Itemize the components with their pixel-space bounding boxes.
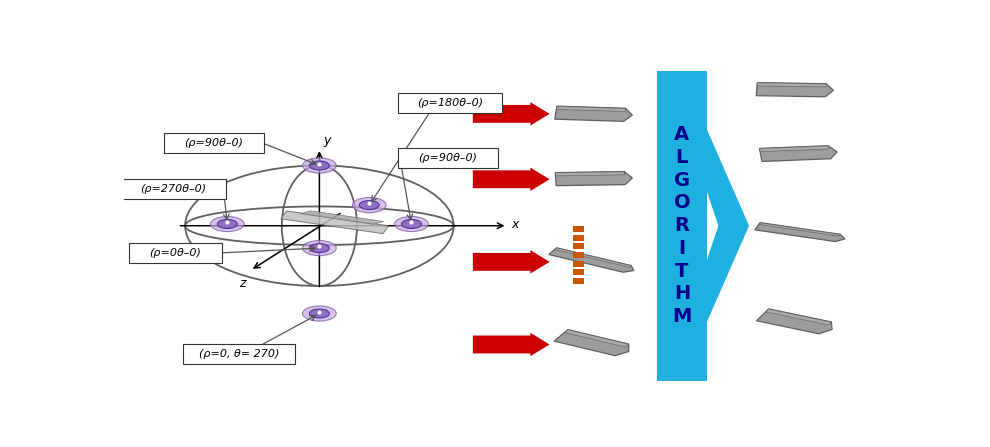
Polygon shape	[564, 329, 629, 347]
Polygon shape	[554, 106, 633, 121]
Bar	[573, 252, 584, 258]
FancyBboxPatch shape	[398, 148, 498, 168]
Circle shape	[303, 240, 337, 256]
Text: (ρ=270θ–0): (ρ=270θ–0)	[141, 184, 207, 194]
Polygon shape	[554, 329, 629, 356]
Circle shape	[310, 244, 330, 253]
FancyBboxPatch shape	[129, 243, 222, 263]
Bar	[573, 235, 584, 240]
Polygon shape	[757, 83, 827, 87]
Text: (ρ=90θ–0): (ρ=90θ–0)	[419, 153, 477, 163]
Text: z: z	[240, 277, 246, 291]
Polygon shape	[765, 309, 832, 325]
Bar	[657, 71, 707, 381]
FancyArrow shape	[473, 102, 549, 126]
Bar	[573, 269, 584, 275]
Polygon shape	[556, 106, 626, 112]
Text: (ρ=180θ–0): (ρ=180θ–0)	[417, 98, 483, 108]
Polygon shape	[301, 211, 384, 224]
Polygon shape	[759, 146, 838, 161]
Bar	[573, 226, 584, 232]
Polygon shape	[754, 223, 845, 241]
Bar	[573, 244, 584, 249]
FancyBboxPatch shape	[398, 93, 502, 113]
Circle shape	[211, 216, 245, 232]
FancyArrow shape	[473, 250, 549, 274]
Text: A
L
G
O
R
I
T
H
M: A L G O R I T H M	[672, 125, 692, 326]
Circle shape	[310, 161, 330, 170]
Polygon shape	[548, 248, 634, 272]
Circle shape	[218, 219, 238, 228]
FancyArrow shape	[473, 168, 549, 191]
FancyBboxPatch shape	[122, 179, 226, 199]
Circle shape	[359, 201, 379, 210]
Polygon shape	[281, 211, 389, 234]
Circle shape	[402, 219, 422, 228]
FancyBboxPatch shape	[183, 345, 295, 364]
Circle shape	[310, 309, 330, 318]
Bar	[573, 278, 584, 284]
Text: (ρ=90θ–0): (ρ=90θ–0)	[184, 138, 244, 148]
Text: y: y	[323, 134, 331, 147]
FancyArrow shape	[473, 333, 549, 356]
Polygon shape	[756, 309, 833, 334]
Polygon shape	[554, 248, 632, 267]
Circle shape	[352, 198, 386, 213]
Text: x: x	[511, 218, 519, 231]
Polygon shape	[555, 172, 633, 186]
FancyBboxPatch shape	[163, 133, 264, 153]
Circle shape	[303, 306, 337, 321]
Polygon shape	[707, 129, 749, 322]
Polygon shape	[555, 172, 625, 176]
Text: (ρ=0θ–0): (ρ=0θ–0)	[149, 248, 202, 258]
Circle shape	[303, 158, 337, 173]
Polygon shape	[756, 83, 834, 97]
Polygon shape	[759, 146, 829, 152]
Circle shape	[395, 216, 429, 232]
Polygon shape	[758, 223, 841, 236]
Bar	[573, 261, 584, 266]
Text: (ρ=0, θ= 270): (ρ=0, θ= 270)	[199, 350, 279, 359]
